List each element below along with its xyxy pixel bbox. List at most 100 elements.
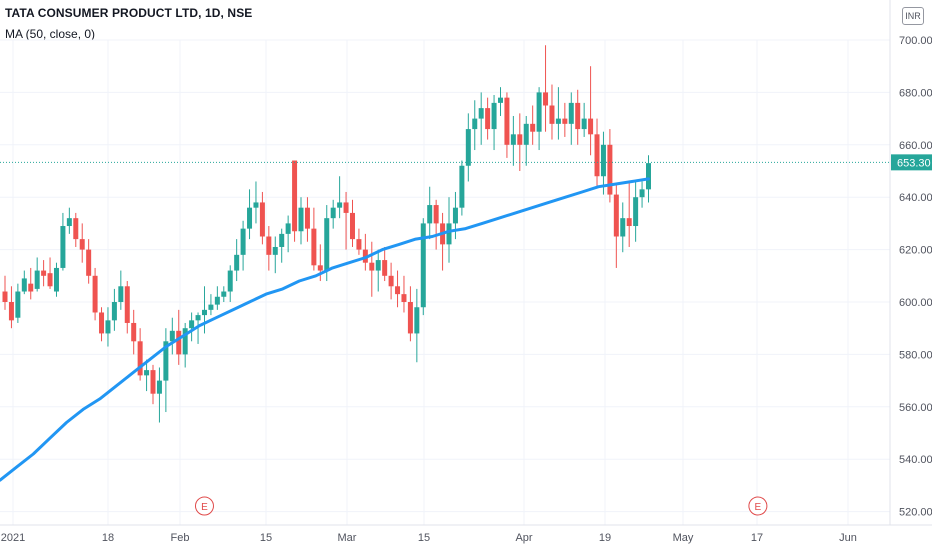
candles [2, 45, 651, 423]
candle-body [420, 223, 426, 308]
candle-body [21, 278, 27, 292]
candle-body [382, 260, 388, 276]
candle [510, 115, 516, 166]
candle-body [176, 330, 182, 355]
candle-body [414, 307, 420, 334]
candle [633, 181, 639, 242]
candle-body [298, 207, 304, 232]
candle [517, 113, 523, 171]
candle-body [118, 286, 124, 302]
candle [21, 270, 27, 295]
candle [266, 226, 272, 271]
candle-body [549, 105, 555, 124]
candle [53, 262, 59, 297]
candle [330, 199, 336, 229]
candle-body [497, 97, 503, 103]
candle-body [581, 118, 587, 130]
candle [182, 322, 188, 368]
candle [144, 359, 150, 392]
grid-lines [0, 39, 890, 525]
candle [189, 312, 195, 342]
candle-body [41, 270, 47, 276]
candle-body [53, 267, 59, 292]
candle [504, 92, 510, 158]
y-tick-label: 660.00 [899, 140, 932, 152]
candle [208, 294, 214, 316]
candle [440, 212, 446, 271]
candle-body [144, 370, 150, 376]
candle [2, 275, 8, 310]
ma-50-line [0, 177, 650, 482]
candle-body [536, 92, 542, 132]
candle [588, 66, 594, 156]
candle-body [485, 108, 491, 130]
candle [73, 212, 79, 247]
indicator-legend[interactable]: MA (50, close, 0) [5, 27, 96, 41]
candle-body [626, 218, 632, 227]
candle-body [163, 341, 169, 381]
candle-body [510, 134, 516, 145]
candle-body [337, 202, 343, 208]
x-tick-label: 15 [418, 532, 430, 544]
candle-body [427, 205, 433, 224]
y-tick-label: 700.00 [899, 35, 932, 47]
x-tick-label: May [673, 532, 694, 544]
candle [613, 184, 619, 268]
candle-body [201, 309, 207, 316]
candle-body [79, 239, 85, 250]
candle-body [86, 249, 92, 276]
candle [247, 189, 253, 240]
candle-body [304, 207, 310, 229]
candle-body [169, 330, 175, 342]
candle-body [555, 118, 561, 124]
candle-body [562, 118, 568, 124]
candle [362, 233, 368, 271]
candle [414, 288, 420, 363]
candle [163, 328, 169, 413]
candle [401, 275, 407, 313]
last-price-tag: 653.30 [891, 154, 932, 171]
x-tick-label: 18 [102, 532, 114, 544]
candle-body [620, 218, 626, 237]
earnings-marker-label: E [201, 502, 208, 513]
last-price-tag-bg [891, 154, 932, 171]
candle [304, 197, 310, 242]
y-tick-label: 680.00 [899, 87, 932, 99]
candle [253, 181, 259, 224]
candle [131, 309, 137, 355]
earnings-marker-circle [194, 496, 214, 516]
candle-body [73, 218, 79, 240]
candle [594, 118, 600, 187]
candle-body [324, 218, 330, 271]
candle-body [639, 189, 645, 198]
y-tick-label: 560.00 [899, 402, 932, 414]
candle-body [253, 202, 259, 208]
candle-body [221, 291, 227, 297]
candle [375, 249, 381, 292]
candle-body [182, 328, 188, 355]
candle-body [433, 205, 439, 224]
candle-body [478, 108, 484, 119]
candle [118, 270, 124, 310]
x-tick-label: Feb [171, 532, 190, 544]
x-tick-label: Mar [338, 532, 357, 544]
candle [60, 212, 66, 271]
candle [536, 87, 542, 151]
candle-body [247, 207, 253, 229]
candle [150, 364, 156, 405]
x-tick-label: Jun [839, 532, 857, 544]
candle [607, 129, 613, 203]
candle [485, 97, 491, 140]
candle [530, 105, 536, 145]
earnings-marker: E [194, 496, 214, 516]
candle [324, 205, 330, 282]
candle-body [15, 291, 21, 318]
candle [227, 265, 233, 302]
candle-body [131, 322, 137, 342]
x-tick-label: 15 [260, 532, 272, 544]
candle-body [92, 275, 98, 313]
currency-badge[interactable]: INR [902, 7, 924, 25]
candle-body [504, 97, 510, 145]
